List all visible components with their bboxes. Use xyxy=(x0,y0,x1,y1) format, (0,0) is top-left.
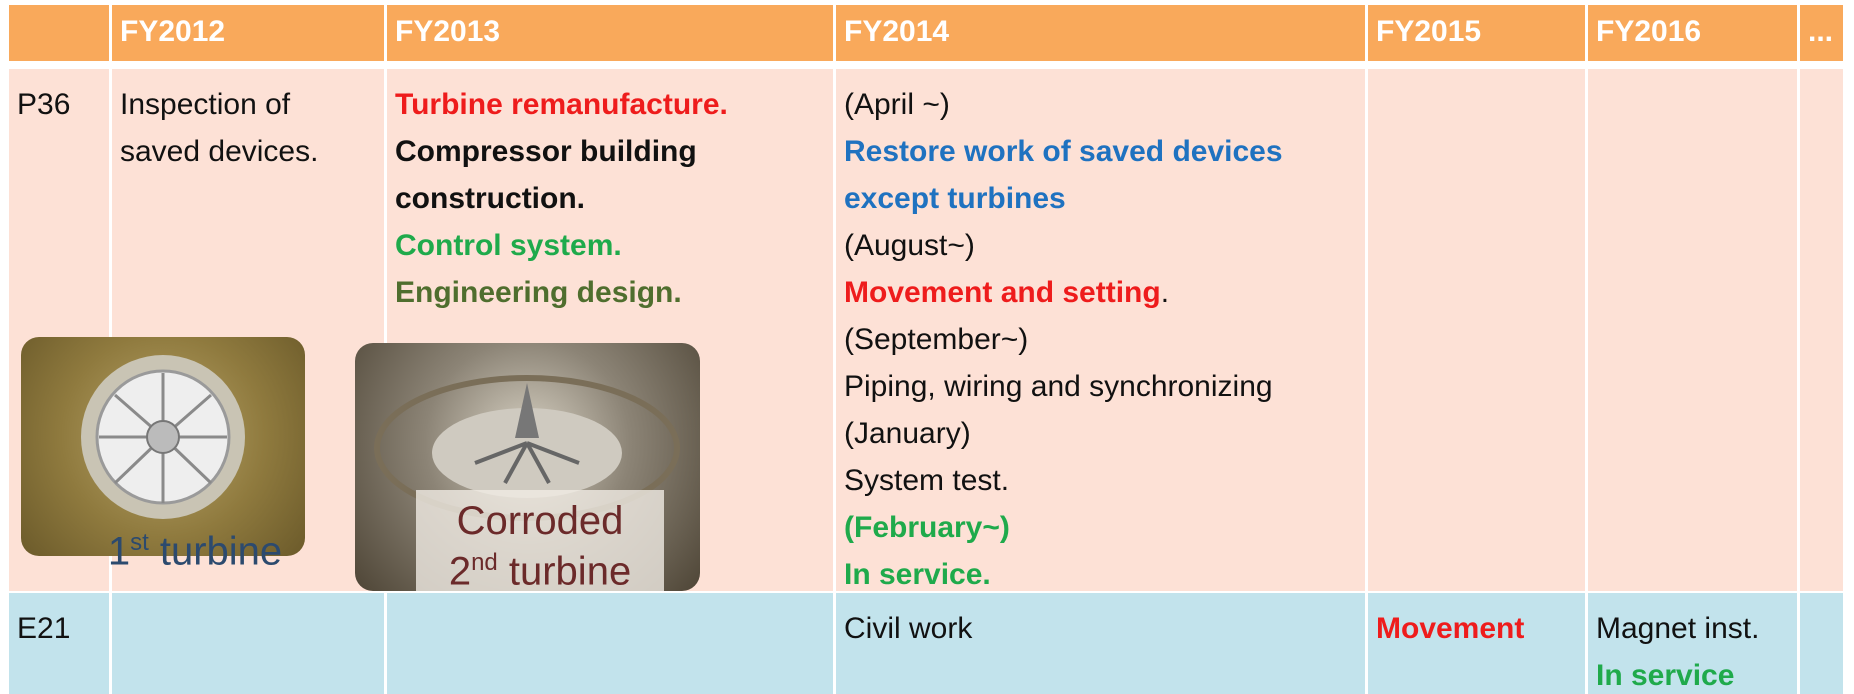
text-run: turbine xyxy=(149,529,282,573)
text-line: saved devices. xyxy=(120,128,376,175)
text-run: (April ~) xyxy=(844,88,950,121)
text-line: Movement and setting. xyxy=(844,269,1357,316)
text-line: Inspection of xyxy=(120,81,376,128)
text-run: In service. xyxy=(844,558,991,591)
text-run: (September~) xyxy=(844,323,1028,356)
text-run: except turbines xyxy=(844,182,1066,215)
header-cell xyxy=(9,5,109,61)
table-cell xyxy=(1368,69,1585,591)
text-line: except turbines xyxy=(844,175,1357,222)
text-line: Movement xyxy=(1376,605,1577,652)
table-cell xyxy=(387,593,833,694)
text-line: Magnet inst. xyxy=(1596,605,1789,652)
table-cell xyxy=(112,593,384,694)
text-run: . xyxy=(1161,276,1169,309)
text-run: Inspection of xyxy=(120,88,290,121)
text-line: Restore work of saved devices xyxy=(844,128,1357,175)
text-run: 2 xyxy=(449,549,471,593)
text-run: Control system. xyxy=(395,229,622,262)
text-run: st xyxy=(130,529,149,556)
text-line: (August~) xyxy=(844,222,1357,269)
text-line: Civil work xyxy=(844,605,1357,652)
table-cell: (April ~) Restore work of saved devices ex… xyxy=(836,69,1365,591)
header-cell: FY2014 xyxy=(836,5,1365,61)
text-line: In service. xyxy=(844,551,1357,591)
text-run: Compressor building xyxy=(395,135,697,168)
text-run: Movement and setting xyxy=(844,276,1161,309)
table-cell: Magnet inst. In service xyxy=(1588,593,1797,694)
text-line: (April ~) xyxy=(844,81,1357,128)
text-run: Piping, wiring and synchronizing xyxy=(844,370,1273,403)
text-line: construction. xyxy=(395,175,825,222)
text-run: 1 xyxy=(108,529,130,573)
text-run: (February~) xyxy=(844,511,1010,544)
text-line: Corroded xyxy=(416,500,664,542)
header-cell: FY2013 xyxy=(387,5,833,61)
text-run: (January) xyxy=(844,417,971,450)
text-run: turbine xyxy=(498,549,631,593)
text-line: (September~) xyxy=(844,316,1357,363)
header-cell: FY2016 xyxy=(1588,5,1797,61)
text-run: Turbine remanufacture. xyxy=(395,88,728,121)
text-line: 1st turbine xyxy=(60,522,330,572)
text-line: 2nd turbine xyxy=(416,542,664,592)
text-run: saved devices. xyxy=(120,135,318,168)
text-line: Turbine remanufacture. xyxy=(395,81,825,128)
table-cell xyxy=(1800,593,1843,694)
text-line: (January) xyxy=(844,410,1357,457)
text-run: Restore work of saved devices xyxy=(844,135,1283,168)
row-label: E21 xyxy=(9,593,109,694)
text-line: Control system. xyxy=(395,222,825,269)
text-run: Magnet inst. xyxy=(1596,612,1759,645)
text-run: (August~) xyxy=(844,229,975,262)
text-run: System test. xyxy=(844,464,1009,497)
text-line: (February~) xyxy=(844,504,1357,551)
slide-table: FY2012FY2013FY2014FY2015FY2016...P36Insp… xyxy=(0,0,1854,694)
text-line: Compressor building xyxy=(395,128,825,175)
text-line: Engineering design. xyxy=(395,269,825,316)
photo-caption: 1st turbine xyxy=(60,522,330,572)
table-cell xyxy=(1800,69,1843,591)
table-cell: Movement xyxy=(1368,593,1585,694)
text-line: System test. xyxy=(844,457,1357,504)
header-cell: FY2015 xyxy=(1368,5,1585,61)
text-line: Piping, wiring and synchronizing xyxy=(844,363,1357,410)
text-run: nd xyxy=(471,549,498,576)
header-cell: ... xyxy=(1800,5,1843,61)
text-run: Corroded xyxy=(457,499,624,543)
text-run: Civil work xyxy=(844,612,972,645)
text-run: Movement xyxy=(1376,612,1524,645)
table-cell: Civil work xyxy=(836,593,1365,694)
header-cell: FY2012 xyxy=(112,5,384,61)
text-line: In service xyxy=(1596,652,1789,694)
text-run: construction. xyxy=(395,182,585,215)
text-run: Engineering design. xyxy=(395,276,682,309)
table-cell xyxy=(1588,69,1797,591)
text-run: In service xyxy=(1596,659,1734,692)
